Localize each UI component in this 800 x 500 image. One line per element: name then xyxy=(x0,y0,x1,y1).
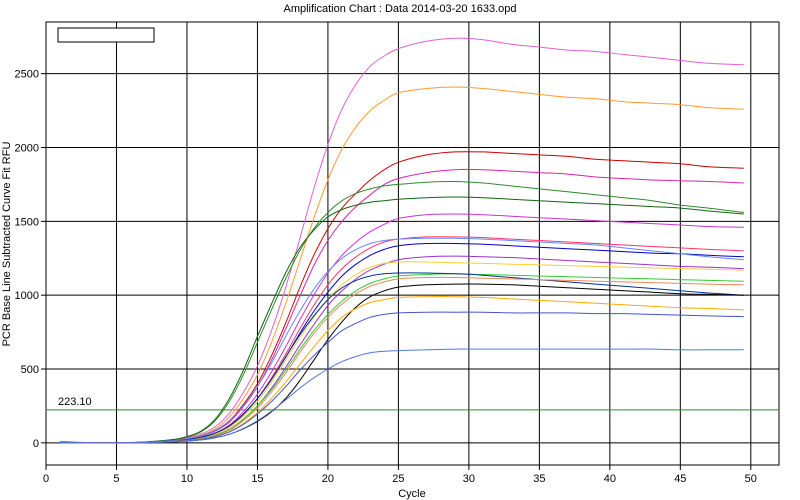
legend-box xyxy=(57,27,155,43)
series-line-19[interactable] xyxy=(60,348,744,444)
y-tick-label: 2500 xyxy=(15,69,39,81)
series-line-1[interactable] xyxy=(60,37,744,444)
x-tick-label: 15 xyxy=(251,473,263,485)
x-tick-label: 25 xyxy=(392,473,404,485)
y-tick-label: 0 xyxy=(33,438,39,450)
x-axis-label: Cycle xyxy=(398,488,426,500)
x-tick-label: 5 xyxy=(113,473,119,485)
x-tick-label: 45 xyxy=(674,473,686,485)
chart-title: Amplification Chart : Data 2014-03-20 16… xyxy=(284,3,517,15)
y-tick-label: 1000 xyxy=(15,290,39,302)
series-line-6[interactable] xyxy=(60,196,744,444)
series-line-14[interactable] xyxy=(60,272,744,444)
x-tick-label: 30 xyxy=(463,473,475,485)
x-tick-label: 20 xyxy=(322,473,334,485)
x-tick-label: 50 xyxy=(745,473,757,485)
x-tick-label: 0 xyxy=(43,473,49,485)
plot-area xyxy=(45,21,780,466)
threshold-line-group: 223.10 xyxy=(46,396,779,411)
x-tick-label: 40 xyxy=(604,473,616,485)
series-line-10[interactable] xyxy=(60,237,744,444)
series-group xyxy=(60,37,744,444)
y-axis-label: PCR Base Line Subtracted Curve Fit RFU xyxy=(1,142,13,347)
threshold-label: 223.10 xyxy=(58,396,92,408)
y-tick-label: 2000 xyxy=(15,143,39,155)
y-tick-label: 500 xyxy=(21,364,39,376)
x-tick-label: 35 xyxy=(533,473,545,485)
y-tick-label: 1500 xyxy=(15,216,39,228)
x-tick-label: 10 xyxy=(181,473,193,485)
